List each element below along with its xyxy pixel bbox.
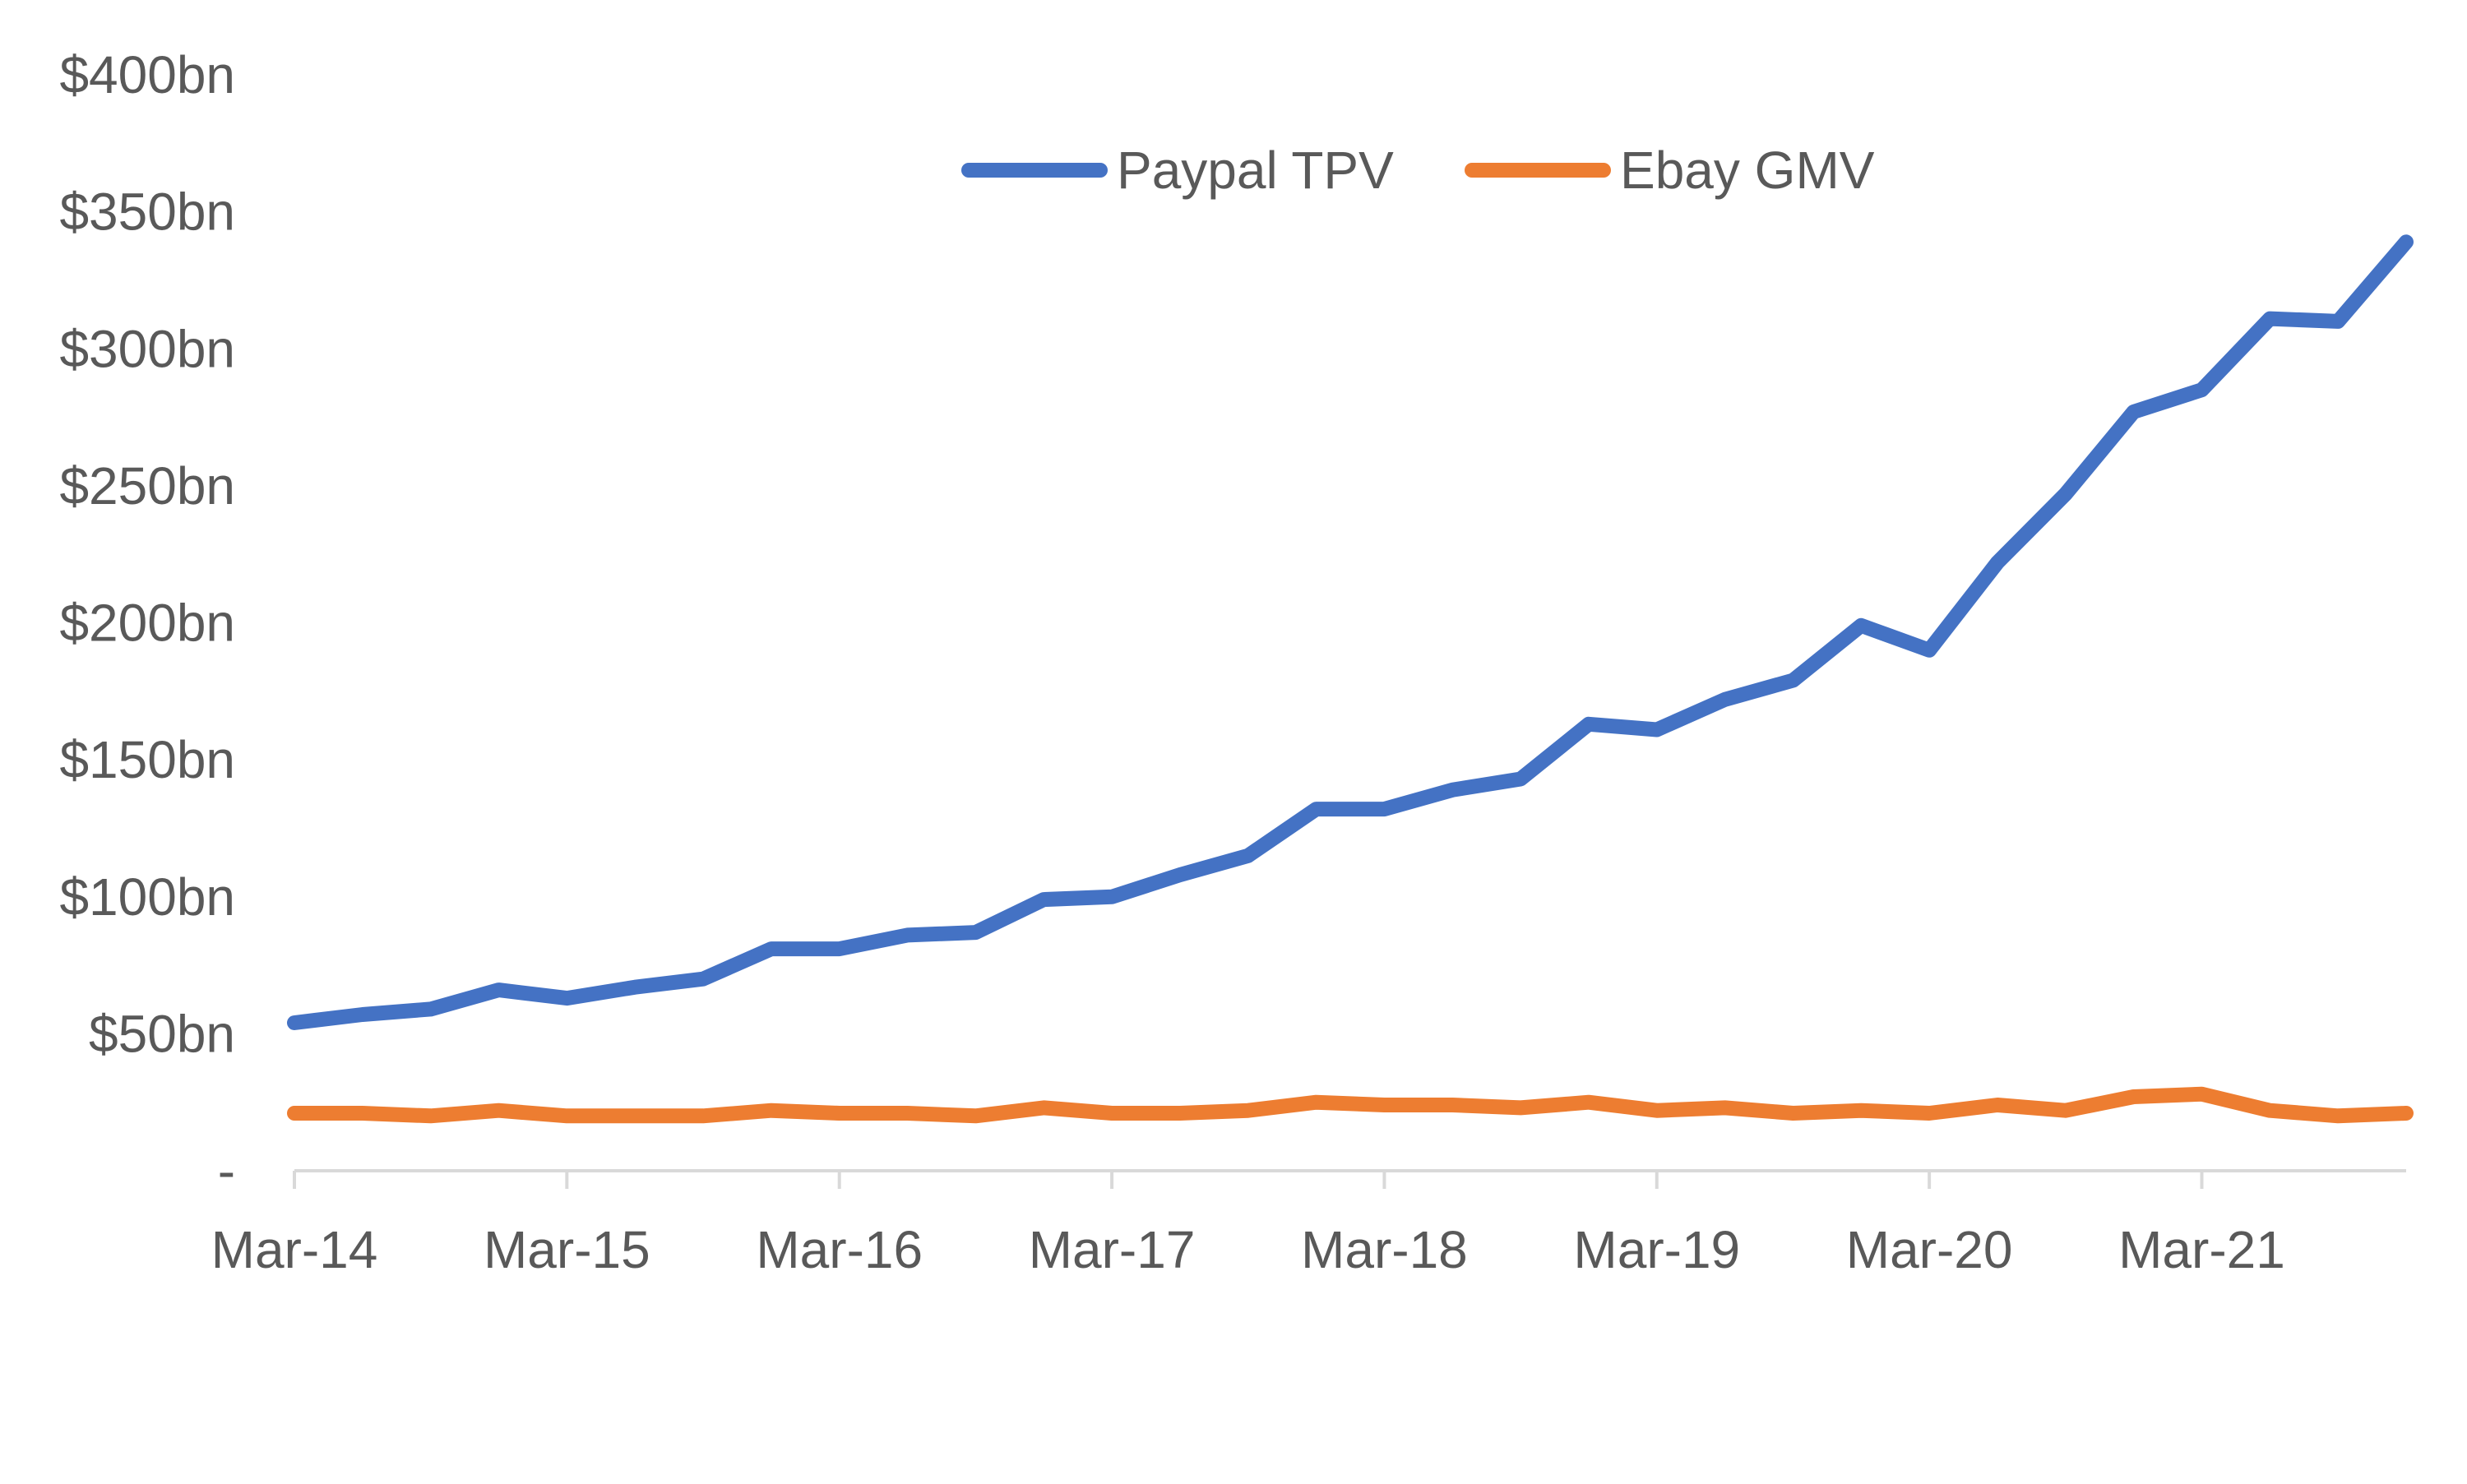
x-tick-label: Mar-16 bbox=[756, 1220, 923, 1279]
x-tick-label: Mar-17 bbox=[1029, 1220, 1196, 1279]
x-tick-label: Mar-14 bbox=[211, 1220, 378, 1279]
y-tick-label: $300bn bbox=[59, 319, 235, 378]
series-line-paypal-tpv bbox=[287, 234, 2414, 1030]
y-tick-label: - bbox=[218, 1141, 235, 1200]
legend-item: Paypal TPV bbox=[961, 141, 1394, 200]
x-tick-label: Mar-18 bbox=[1301, 1220, 1468, 1279]
y-tick-label: $100bn bbox=[59, 867, 235, 927]
legend-label: Ebay GMV bbox=[1620, 141, 1875, 200]
y-tick-label: $150bn bbox=[59, 730, 235, 789]
legend-item: Ebay GMV bbox=[1465, 141, 1875, 200]
x-tick-label: Mar-20 bbox=[1846, 1220, 2013, 1279]
series-line-ebay-gmv bbox=[287, 1086, 2414, 1124]
y-tick-label: $50bn bbox=[89, 1004, 235, 1063]
x-tick-label: Mar-19 bbox=[1573, 1220, 1740, 1279]
legend: Paypal TPV Ebay GMV bbox=[961, 141, 1875, 200]
y-tick-label: $350bn bbox=[59, 183, 235, 242]
series-lines bbox=[287, 234, 2414, 1124]
legend-label: Paypal TPV bbox=[1117, 141, 1394, 200]
y-axis-tick-labels: - $50bn $100bn $150bn $200bn $250bn $300bn $350… bbox=[59, 45, 235, 1200]
y-tick-label: $200bn bbox=[59, 594, 235, 653]
x-tick-label: Mar-21 bbox=[2118, 1220, 2285, 1279]
y-tick-label: $250bn bbox=[59, 456, 235, 515]
x-tick-label: Mar-15 bbox=[484, 1220, 650, 1279]
y-tick-label: $400bn bbox=[59, 45, 235, 104]
x-axis: Mar-14 Mar-15 Mar-16 Mar-17 Mar-18 Mar-19 Mar-… bbox=[211, 1169, 2406, 1279]
